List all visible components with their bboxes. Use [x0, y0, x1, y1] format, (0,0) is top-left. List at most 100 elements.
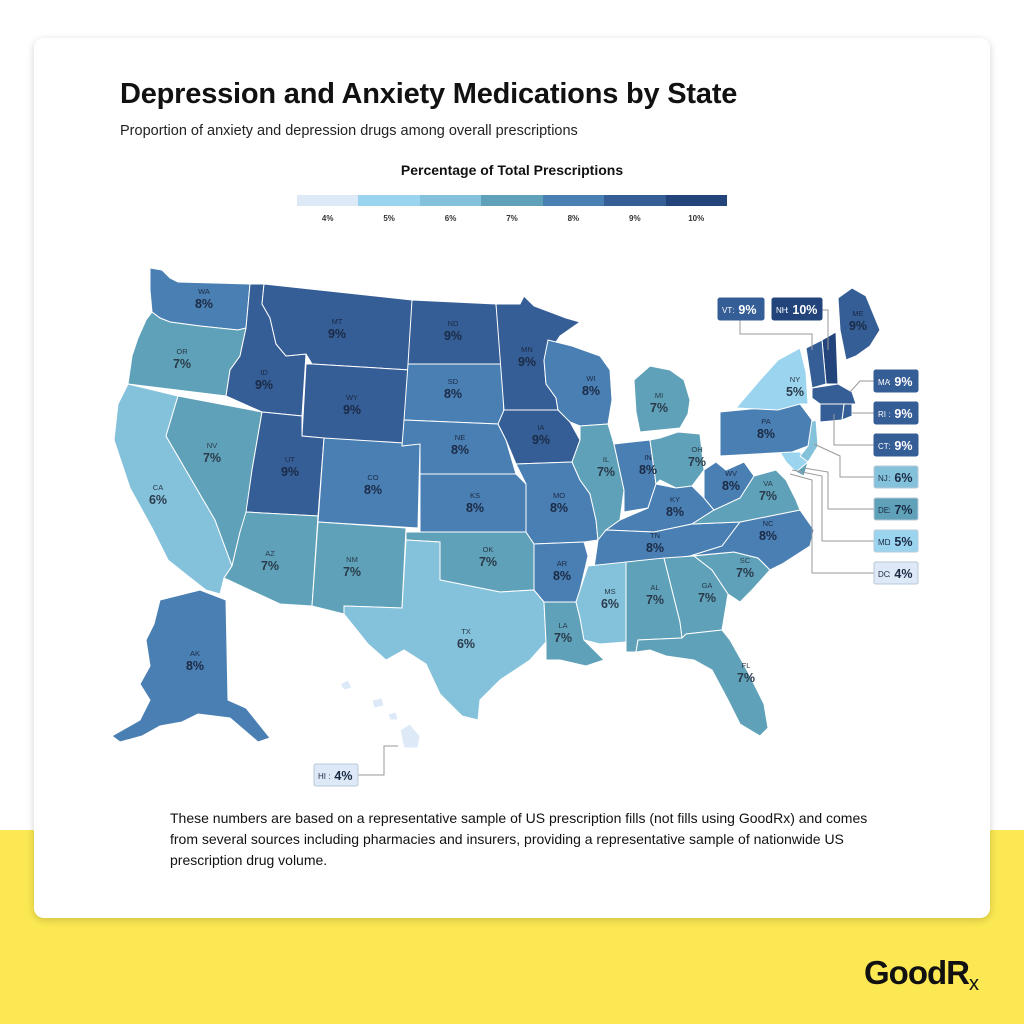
callout-value: 6%: [894, 471, 912, 485]
state-abbr-label: ID: [260, 368, 268, 377]
state-abbr-label: AR: [557, 559, 568, 568]
state-abbr-label: OK: [483, 545, 494, 554]
state-abbr-label: NM: [346, 555, 358, 564]
legend-label: 9%: [629, 214, 641, 223]
legend-label: 7%: [506, 214, 518, 223]
state-abbr-label: OR: [176, 347, 188, 356]
callout-leader-line: [358, 745, 398, 776]
callout-colon: :: [888, 378, 890, 387]
state-value-label: 8%: [666, 505, 684, 519]
callout-abbr: VT: [722, 306, 732, 315]
state-abbr-label: WY: [346, 393, 358, 402]
state-wv-shape: [703, 461, 755, 511]
callout-value: 4%: [894, 567, 912, 581]
callout-leader-line: [803, 467, 874, 510]
callout-leader-line: [849, 380, 874, 393]
state-hi-island: [339, 679, 353, 691]
callout-box-hi: [313, 763, 359, 787]
callout-leader-line: [822, 309, 829, 350]
state-mi-shape: [633, 365, 691, 433]
state-me-shape: [837, 287, 881, 361]
state-abbr-label: FL: [742, 661, 751, 670]
state-hi-big-island: [399, 723, 421, 749]
callout-abbr: RI: [878, 410, 886, 419]
state-hi-island: [387, 711, 399, 721]
state-tx-shape: [343, 539, 547, 721]
callout-value: 9%: [738, 303, 756, 317]
state-value-label: 5%: [786, 385, 804, 399]
callout-abbr: MD: [878, 538, 891, 547]
state-abbr-label: SC: [740, 556, 751, 565]
state-value-label: 6%: [149, 493, 167, 507]
logo-text: GoodR: [864, 954, 970, 991]
callout-value: 5%: [894, 535, 912, 549]
state-hi-island: [371, 697, 385, 709]
callout-box-ma: [873, 369, 919, 393]
state-value-label: 8%: [722, 479, 740, 493]
callout-abbr: NH: [776, 306, 788, 315]
state-co-shape: [317, 437, 421, 529]
legend-label: 10%: [688, 214, 705, 223]
callout-box-nj: [873, 465, 919, 489]
state-abbr-label: ME: [852, 309, 863, 318]
legend-label: 6%: [444, 214, 457, 223]
callout-value: 9%: [894, 407, 912, 421]
callout-abbr: DE: [878, 506, 889, 515]
state-value-label: 7%: [698, 591, 716, 605]
state-abbr-label: KY: [670, 495, 680, 504]
state-value-label: 7%: [650, 401, 668, 415]
state-abbr-label: PA: [761, 417, 770, 426]
callout-leader-line: [739, 320, 813, 350]
state-abbr-label: VA: [763, 479, 772, 488]
state-abbr-label: TX: [461, 627, 471, 636]
state-value-label: 7%: [597, 465, 615, 479]
state-value-label: 7%: [261, 559, 279, 573]
state-abbr-label: IA: [537, 423, 544, 432]
legend-swatch-8: [542, 195, 605, 206]
state-value-label: 8%: [451, 443, 469, 457]
callout-box-ct: [873, 433, 919, 457]
legend-swatch-10: [665, 195, 727, 206]
state-value-label: 7%: [646, 593, 664, 607]
state-abbr-label: WI: [586, 374, 595, 383]
state-nc-shape: [689, 509, 815, 571]
callout-leader-line: [813, 443, 874, 478]
callout-leader-line: [789, 473, 874, 574]
state-value-label: 8%: [553, 569, 571, 583]
state-value-label: 8%: [646, 541, 664, 555]
state-abbr-label: MI: [655, 391, 663, 400]
goodrx-logo: GoodRx: [864, 954, 979, 996]
state-value-label: 8%: [759, 529, 777, 543]
state-ma-shape: [811, 383, 857, 405]
state-ny-shape: [734, 347, 809, 411]
state-value-label: 8%: [195, 297, 213, 311]
callout-box-nh: [771, 297, 823, 321]
state-value-label: 9%: [444, 329, 462, 343]
callout-value: 9%: [894, 439, 912, 453]
state-value-label: 9%: [518, 355, 536, 369]
state-abbr-label: NE: [455, 433, 465, 442]
logo-subscript: x: [968, 973, 979, 995]
callout-colon: :: [888, 506, 890, 515]
callout-colon: :: [888, 410, 890, 419]
state-abbr-label: IL: [603, 455, 609, 464]
state-abbr-label: GA: [702, 581, 713, 590]
state-abbr-label: NY: [790, 375, 800, 384]
page-subtitle: Proportion of anxiety and depression dru…: [120, 123, 578, 139]
callout-abbr: DC: [878, 570, 890, 579]
callout-value: 9%: [894, 375, 912, 389]
state-abbr-label: AZ: [265, 549, 275, 558]
callout-box-dc: [873, 561, 919, 585]
state-abbr-label: TN: [650, 531, 660, 540]
state-abbr-label: WA: [198, 287, 210, 296]
state-abbr-label: NV: [207, 441, 217, 450]
state-value-label: 7%: [688, 455, 706, 469]
state-abbr-label: IN: [644, 453, 652, 462]
callout-value: 10%: [792, 303, 817, 317]
state-abbr-label: MS: [604, 587, 615, 596]
state-abbr-label: MN: [521, 345, 533, 354]
legend-labels: 4% 5% 6% 7% 8% 9% 10%: [297, 214, 727, 223]
state-abbr-label: CO: [367, 473, 378, 482]
state-value-label: 9%: [255, 378, 273, 392]
callout-box-vt: [717, 297, 765, 321]
